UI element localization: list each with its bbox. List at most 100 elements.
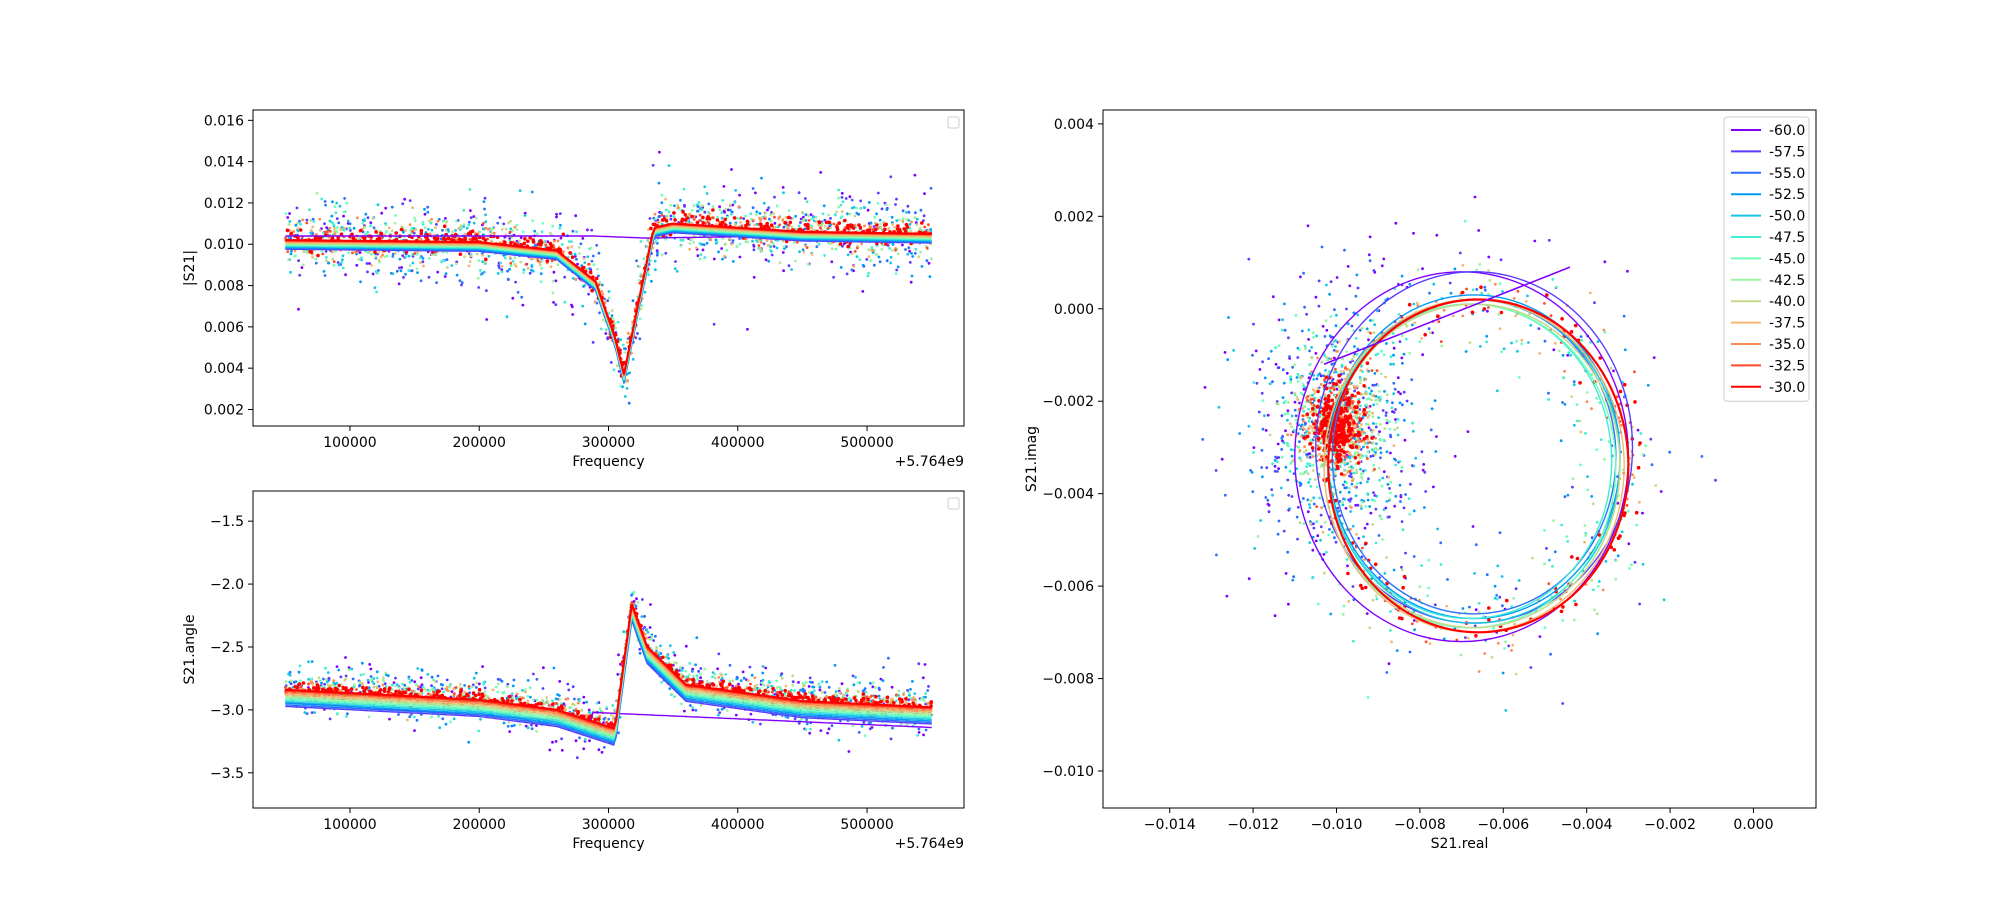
data-point	[511, 696, 515, 700]
data-point	[792, 241, 796, 244]
data-point	[526, 699, 530, 703]
data-point	[411, 230, 414, 233]
data-point	[655, 645, 658, 649]
data-point	[788, 220, 793, 225]
data-point	[717, 250, 720, 254]
data-point	[735, 245, 739, 249]
data-point	[762, 683, 766, 687]
data-point	[354, 250, 357, 254]
data-point	[673, 267, 677, 270]
data-point	[609, 361, 613, 364]
data-point	[851, 226, 856, 230]
data-point	[718, 208, 722, 212]
data-point	[416, 667, 420, 670]
data-point	[861, 692, 866, 696]
data-point	[583, 284, 587, 287]
data-point	[664, 218, 669, 223]
data-point	[810, 691, 814, 694]
data-point	[342, 214, 345, 218]
data-point	[803, 692, 808, 696]
data-point	[917, 662, 921, 666]
data-point	[429, 221, 433, 225]
data-point	[393, 251, 397, 255]
data-point	[660, 213, 664, 217]
data-point	[696, 209, 700, 213]
data-point	[517, 695, 521, 699]
data-point	[692, 675, 695, 678]
data-point	[908, 249, 911, 253]
data-point	[413, 252, 416, 256]
data-point	[922, 214, 926, 218]
data-point	[402, 687, 406, 690]
data-point	[339, 675, 343, 679]
data-point	[631, 299, 635, 303]
data-point	[623, 395, 627, 398]
data-point	[925, 246, 929, 250]
data-point	[663, 655, 667, 659]
data-point	[680, 218, 685, 222]
data-point	[477, 231, 480, 235]
data-point	[904, 697, 908, 701]
data-point	[313, 711, 316, 714]
data-point	[334, 211, 338, 215]
data-point	[764, 258, 768, 262]
data-point	[757, 244, 761, 248]
data-point	[289, 270, 292, 274]
data-point	[511, 684, 515, 688]
data-point	[611, 718, 615, 721]
data-point	[714, 238, 718, 242]
data-point	[370, 263, 373, 267]
data-point	[797, 721, 801, 725]
data-point	[856, 246, 859, 250]
data-point	[907, 246, 911, 250]
data-point	[623, 351, 627, 354]
data-point	[718, 220, 722, 224]
data-point	[450, 690, 454, 693]
data-point	[725, 709, 729, 712]
data-point	[560, 748, 564, 752]
data-point	[550, 259, 554, 263]
data-point	[870, 694, 873, 698]
y-tick-label: 0.014	[204, 155, 244, 171]
data-point	[751, 206, 755, 210]
data-point	[551, 224, 555, 228]
data-point	[566, 246, 570, 250]
data-point	[558, 680, 562, 683]
data-point	[286, 216, 290, 219]
data-point	[858, 225, 863, 230]
data-point	[859, 206, 863, 210]
data-point	[311, 255, 314, 259]
data-point	[769, 220, 773, 223]
data-point	[809, 213, 813, 217]
data-point	[896, 224, 900, 228]
data-point	[906, 252, 910, 256]
data-point	[551, 291, 555, 295]
data-point	[287, 258, 290, 262]
data-point	[318, 228, 322, 232]
data-point	[924, 728, 928, 732]
data-point	[909, 280, 913, 284]
data-point	[701, 221, 705, 225]
data-point	[441, 683, 444, 687]
data-point	[335, 230, 339, 234]
data-point	[761, 665, 765, 668]
data-point	[529, 695, 532, 699]
data-point	[559, 702, 563, 705]
data-point	[432, 690, 435, 694]
data-point	[840, 698, 845, 703]
x-tick-label: 100000	[323, 817, 376, 833]
data-point	[336, 226, 339, 230]
data-point	[564, 708, 567, 712]
data-point	[531, 219, 534, 223]
data-point	[885, 695, 890, 700]
data-point	[665, 215, 668, 219]
magnitude-panel: 100000 200000 300000 400000 5000000.0020.004…	[182, 109, 965, 470]
data-point	[782, 225, 786, 229]
data-point	[322, 270, 326, 273]
phase-panel: 100000 200000 300000 400000 500000−3.5−3.0−2…	[182, 490, 965, 852]
data-point	[641, 598, 644, 601]
data-point	[683, 205, 686, 208]
data-point	[829, 217, 832, 220]
data-point	[803, 684, 806, 687]
data-point	[736, 216, 739, 220]
